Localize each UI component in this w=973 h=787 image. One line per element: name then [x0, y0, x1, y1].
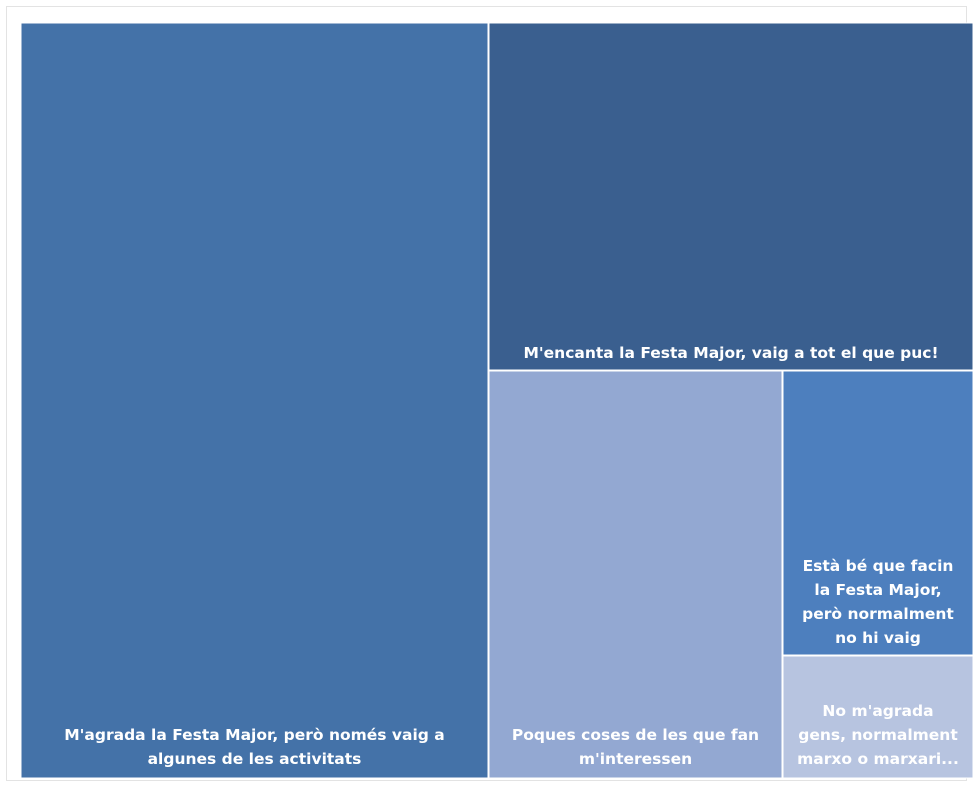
treemap-tile-label: No m'agrada [822, 702, 933, 720]
treemap-tile-label: marxo o marxari... [797, 750, 959, 768]
treemap-tile-rect[interactable] [782, 370, 973, 656]
treemap-tile-label: però normalment [802, 605, 954, 623]
treemap-tile-rect[interactable] [782, 655, 973, 779]
treemap-tile-3: Poques coses de les que fan m'interessen [488, 370, 783, 779]
treemap-tile-rect[interactable] [488, 370, 783, 779]
treemap-tile-label: Està bé que facin [803, 557, 954, 575]
treemap-tile-rect[interactable] [20, 22, 489, 779]
treemap-tile-label: gens, normalment [798, 726, 958, 744]
treemap-tile-4: Està bé que facin la Festa Major, però nor… [782, 370, 973, 656]
treemap-tile-label: M'encanta la Festa Major, vaig a tot el … [523, 344, 938, 362]
treemap-tile-5: No m'agrada gens, normalment marxo o marxa… [782, 655, 973, 779]
treemap-tile-label: algunes de les activitats [148, 750, 362, 768]
treemap-tile-label: Poques coses de les que fan [512, 726, 759, 744]
treemap-tile-label: M'agrada la Festa Major, però només vaig… [64, 726, 445, 744]
treemap-tile-label: no hi vaig [835, 629, 921, 647]
treemap-tile-rect[interactable] [488, 22, 973, 371]
treemap-tile-label: la Festa Major, [814, 581, 941, 599]
treemap-tile-label: m'interessen [579, 750, 692, 768]
treemap-tile-1: M'agrada la Festa Major, però només vaig… [20, 22, 489, 779]
treemap-tile-2: M'encanta la Festa Major, vaig a tot el … [488, 22, 973, 371]
